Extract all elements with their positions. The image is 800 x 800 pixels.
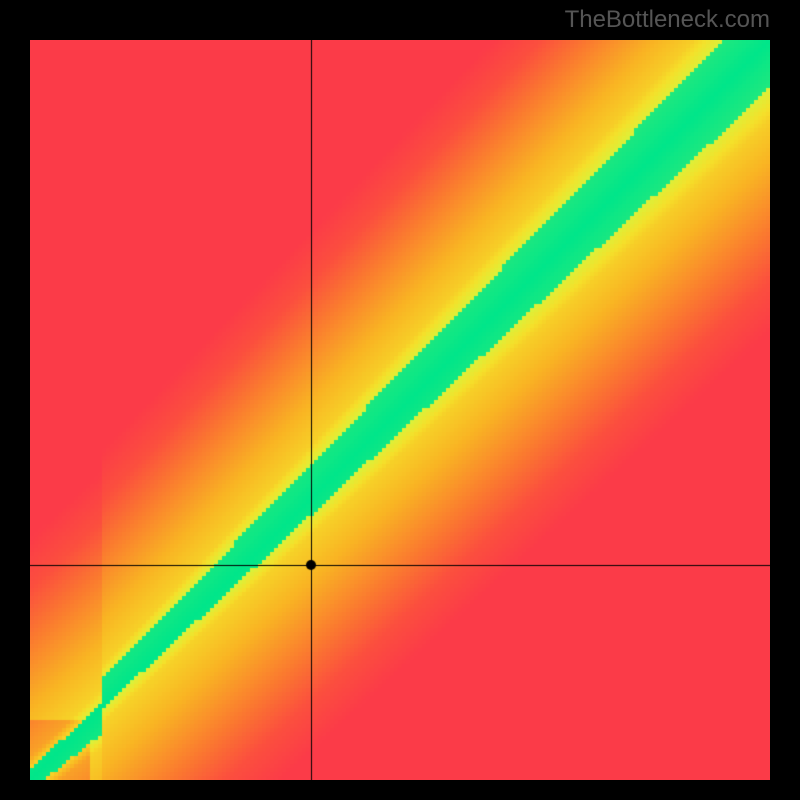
watermark-text: TheBottleneck.com: [565, 6, 770, 34]
heatmap-canvas: [30, 40, 770, 780]
plot-area: [30, 40, 770, 780]
chart-container: TheBottleneck.com: [0, 0, 800, 800]
